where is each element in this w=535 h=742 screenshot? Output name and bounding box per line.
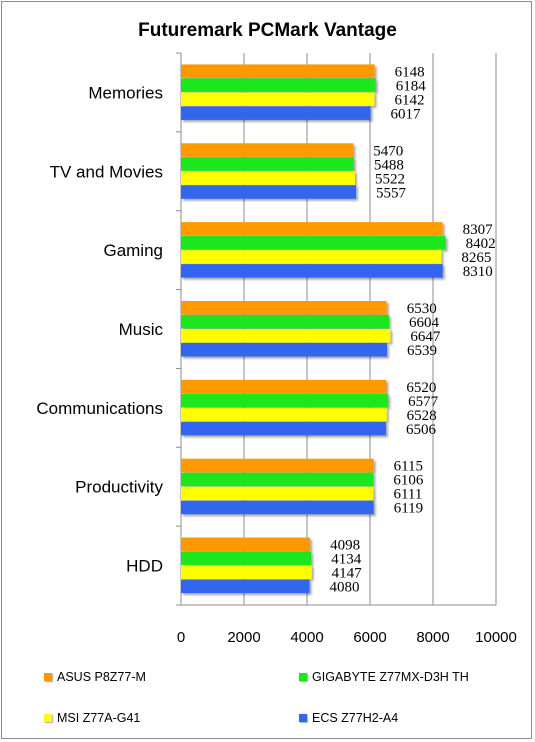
- data-label: 6142: [394, 92, 424, 108]
- data-label: 5557: [376, 185, 407, 201]
- x-tick-label: 2000: [227, 629, 260, 646]
- x-tick-label: 10000: [475, 629, 517, 646]
- data-label: 6506: [406, 422, 437, 438]
- data-label: 8402: [466, 236, 496, 252]
- data-label: 6017: [391, 106, 422, 122]
- bar: [181, 343, 387, 357]
- data-label: 6111: [393, 487, 422, 503]
- bar: [181, 551, 312, 566]
- bar: [181, 393, 389, 408]
- bar: [181, 222, 443, 236]
- data-label: 6647: [410, 329, 441, 345]
- legend-item-2: MSI Z77A-G41: [44, 711, 140, 725]
- legend-item-1: GIGABYTE Z77MX-D3H TH: [299, 670, 469, 684]
- category-label: Productivity: [75, 478, 163, 497]
- x-tick-label: 6000: [353, 629, 386, 646]
- bar: [181, 315, 390, 329]
- data-label: 6520: [406, 380, 436, 396]
- x-tick-label: 8000: [416, 629, 449, 646]
- data-label: 6539: [407, 343, 437, 359]
- bar: [181, 64, 375, 78]
- data-label: 5522: [375, 171, 405, 187]
- bar: [181, 78, 376, 92]
- bar: [181, 579, 310, 594]
- chart-title: Futuremark PCMark Vantage: [138, 20, 397, 41]
- data-label: 6604: [409, 315, 440, 331]
- data-label: 6528: [407, 408, 437, 424]
- bar: [181, 329, 391, 343]
- legend-label-2: MSI Z77A-G41: [57, 711, 141, 725]
- bar: [181, 407, 387, 422]
- legend-swatch-1: [299, 673, 307, 681]
- bar: [181, 143, 354, 157]
- bar: [181, 486, 374, 501]
- legend-label-1: GIGABYTE Z77MX-D3H TH: [312, 670, 469, 684]
- bar: [181, 472, 374, 487]
- bar: [181, 301, 387, 315]
- x-tick-label: 4000: [290, 629, 323, 646]
- legend-label-0: ASUS P8Z77-M: [57, 670, 146, 684]
- data-label: 6115: [394, 459, 423, 475]
- bar: [181, 500, 374, 515]
- bar: [181, 537, 311, 552]
- category-label: Music: [119, 320, 164, 339]
- data-label: 8310: [463, 264, 493, 280]
- bar: [181, 185, 357, 199]
- bar-chart: 0 2000 4000 6000 8000 10000Memories6148618461…: [36, 52, 517, 646]
- legend-label-3: ECS Z77H2-A4: [312, 711, 399, 725]
- bar: [181, 565, 312, 580]
- data-label: 6119: [394, 501, 423, 517]
- category-label: TV and Movies: [50, 162, 163, 181]
- bar: [181, 106, 371, 120]
- data-label: 6577: [408, 394, 439, 410]
- data-label: 6106: [393, 473, 424, 489]
- x-tick-label: 0: [177, 629, 185, 646]
- category-label: Gaming: [103, 241, 163, 260]
- data-label: 4147: [332, 566, 363, 582]
- legend-swatch-2: [44, 714, 52, 722]
- bar: [181, 236, 446, 250]
- data-label: 6148: [395, 64, 425, 80]
- data-label: 6184: [396, 78, 427, 94]
- data-label: 5470: [373, 143, 403, 159]
- data-label: 8265: [461, 250, 491, 266]
- category-label: Memories: [88, 83, 163, 102]
- legend-item-3: ECS Z77H2-A4: [299, 711, 398, 725]
- category-label: HDD: [126, 557, 163, 576]
- bar: [181, 92, 375, 106]
- bar: [181, 250, 442, 264]
- data-label: 4098: [330, 538, 360, 554]
- category-label: Communications: [36, 399, 163, 418]
- legend-swatch-0: [44, 673, 52, 681]
- bar: [181, 264, 443, 278]
- data-label: 6530: [407, 301, 437, 317]
- data-label: 4134: [331, 552, 362, 568]
- data-label: 8307: [463, 222, 494, 238]
- data-label: 5488: [374, 157, 404, 173]
- legend-swatch-3: [299, 714, 307, 722]
- data-label: 4080: [330, 580, 360, 596]
- bar: [181, 171, 355, 185]
- bar: [181, 379, 387, 394]
- bar: [181, 157, 354, 171]
- bar: [181, 421, 386, 436]
- bar: [181, 458, 374, 473]
- legend-item-0: ASUS P8Z77-M: [44, 670, 146, 684]
